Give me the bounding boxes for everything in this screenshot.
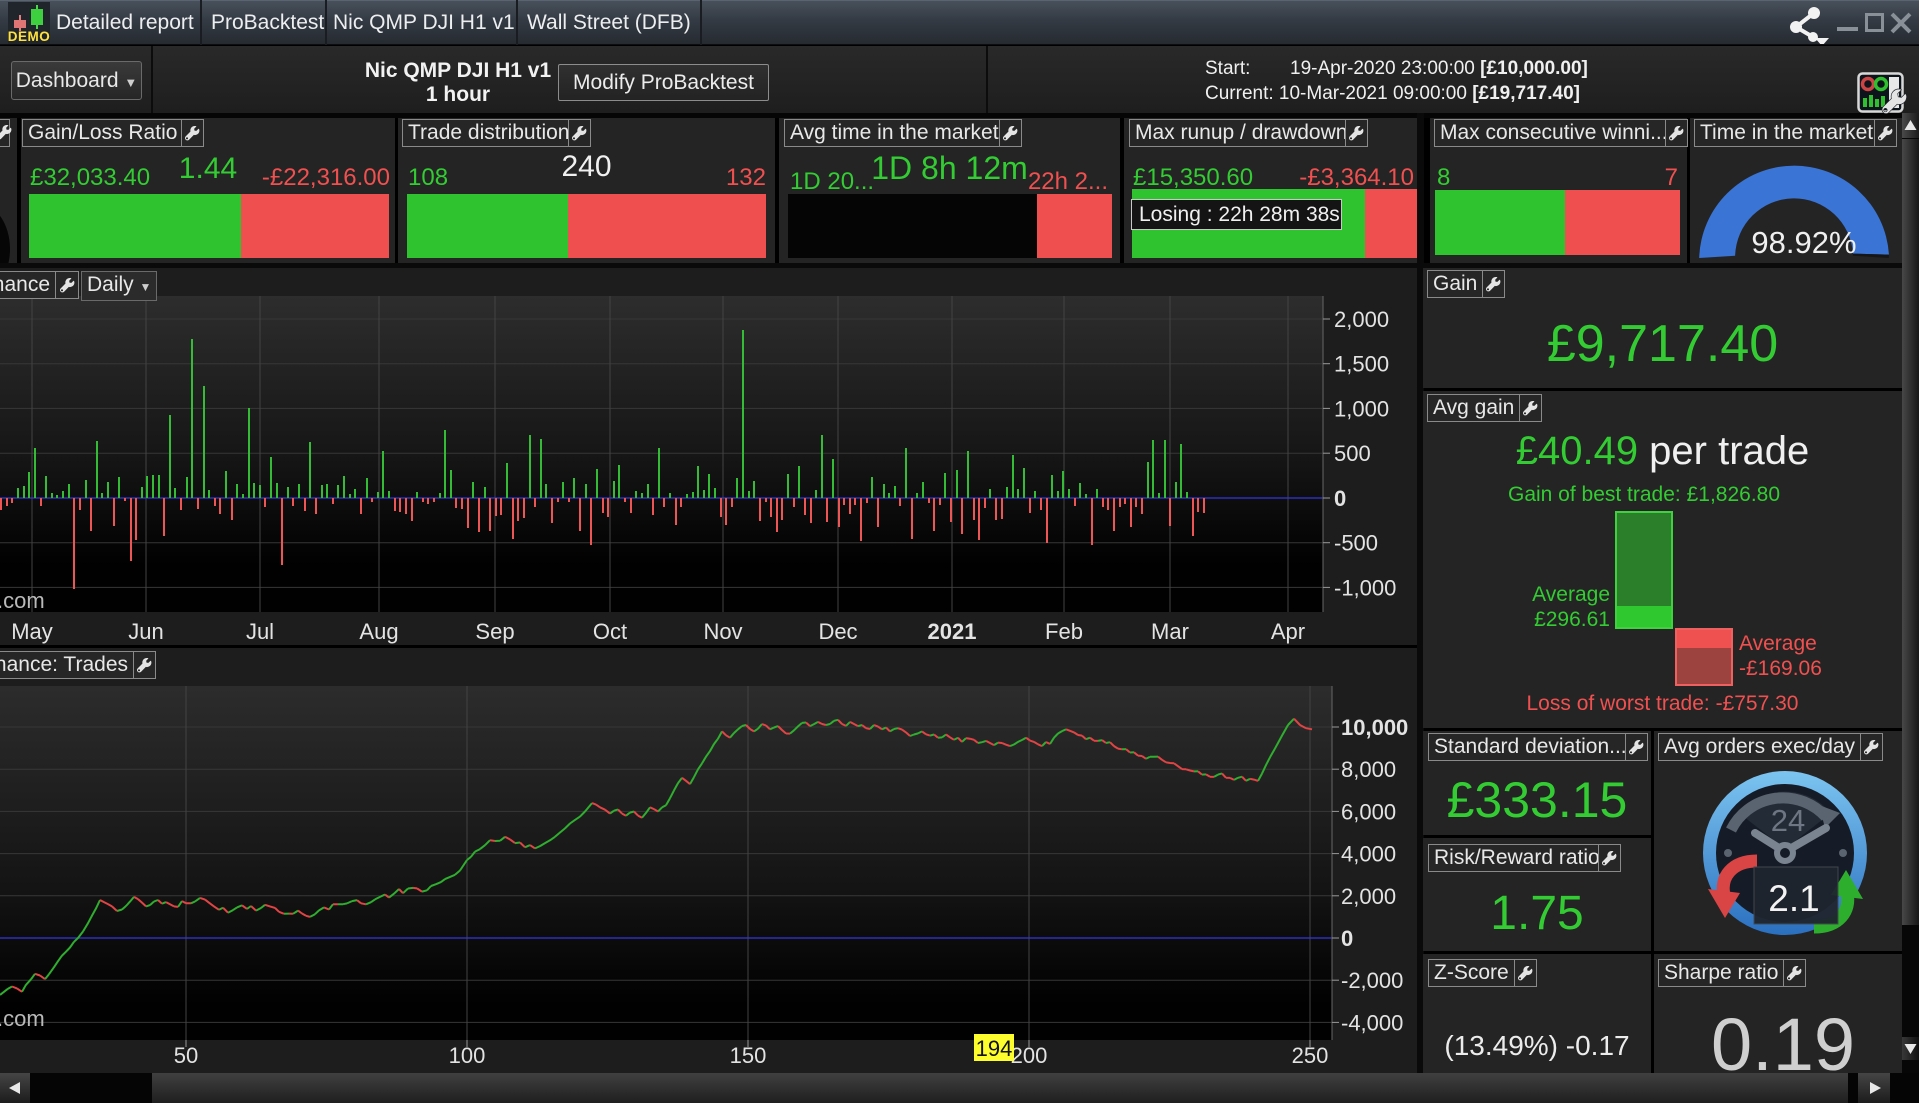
svg-text:4,000: 4,000 bbox=[1341, 842, 1396, 867]
svg-text:-500: -500 bbox=[1334, 531, 1378, 556]
svg-text:May: May bbox=[11, 619, 53, 644]
svg-text:.com: .com bbox=[0, 588, 45, 613]
svg-text:194: 194 bbox=[976, 1036, 1013, 1061]
svg-text:Jun: Jun bbox=[128, 619, 163, 644]
svg-text:100: 100 bbox=[449, 1043, 486, 1068]
svg-text:Sep: Sep bbox=[475, 619, 514, 644]
svg-text:-4,000: -4,000 bbox=[1341, 1010, 1403, 1035]
svg-text:Nov: Nov bbox=[703, 619, 742, 644]
svg-text:250: 250 bbox=[1292, 1043, 1329, 1068]
svg-text:1,000: 1,000 bbox=[1334, 396, 1389, 421]
svg-text:24: 24 bbox=[1771, 803, 1805, 838]
svg-text:98.92%: 98.92% bbox=[1751, 225, 1856, 260]
svg-text:8,000: 8,000 bbox=[1341, 757, 1396, 782]
svg-text:0: 0 bbox=[1334, 486, 1346, 511]
svg-text:1,500: 1,500 bbox=[1334, 352, 1389, 377]
svg-text:.com: .com bbox=[0, 1006, 45, 1031]
svg-text:Dec: Dec bbox=[818, 619, 857, 644]
svg-text:500: 500 bbox=[1334, 441, 1371, 466]
svg-text:Mar: Mar bbox=[1151, 619, 1189, 644]
svg-text:DEMO: DEMO bbox=[8, 29, 50, 44]
svg-text:150: 150 bbox=[730, 1043, 767, 1068]
svg-text:2021: 2021 bbox=[928, 619, 977, 644]
svg-text:6,000: 6,000 bbox=[1341, 799, 1396, 824]
svg-text:Feb: Feb bbox=[1045, 619, 1083, 644]
svg-text:Apr: Apr bbox=[1271, 619, 1305, 644]
svg-text:Oct: Oct bbox=[593, 619, 627, 644]
svg-text:200: 200 bbox=[1011, 1043, 1048, 1068]
svg-text:Aug: Aug bbox=[359, 619, 398, 644]
svg-text:2.1: 2.1 bbox=[1768, 878, 1819, 919]
svg-text:-2,000: -2,000 bbox=[1341, 968, 1403, 993]
svg-text:Jul: Jul bbox=[246, 619, 274, 644]
svg-text:10,000: 10,000 bbox=[1341, 715, 1408, 740]
svg-text:2,000: 2,000 bbox=[1341, 884, 1396, 909]
svg-text:50: 50 bbox=[174, 1043, 198, 1068]
svg-text:-1,000: -1,000 bbox=[1334, 575, 1396, 600]
svg-text:0: 0 bbox=[1341, 926, 1353, 951]
svg-text:2,000: 2,000 bbox=[1334, 307, 1389, 332]
